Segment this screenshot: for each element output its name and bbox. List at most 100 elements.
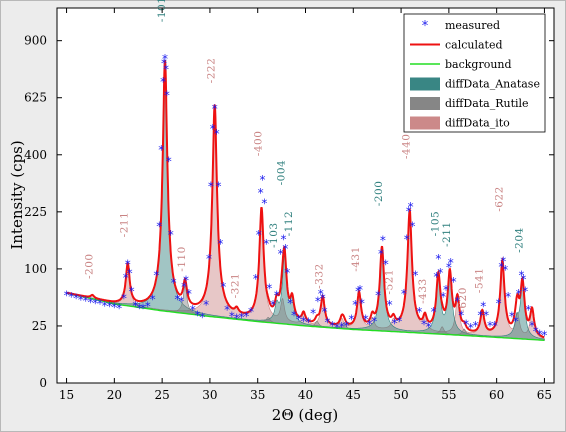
measured-point: * <box>296 313 302 327</box>
legend-swatch <box>410 77 440 91</box>
x-tick-label: 50 <box>393 388 408 402</box>
measured-point: * <box>239 311 245 325</box>
measured-point: * <box>380 234 386 248</box>
legend-entry-label: measured <box>445 19 500 32</box>
measured-point: * <box>541 329 547 343</box>
measured-point: * <box>282 242 288 256</box>
measured-point: * <box>171 276 177 290</box>
measured-point: * <box>396 315 402 329</box>
x-tick-label: 65 <box>537 388 552 402</box>
measured-point: * <box>509 310 515 324</box>
y-tick-label: 100 <box>24 262 47 276</box>
legend-box <box>403 13 546 133</box>
measured-point: * <box>529 319 535 333</box>
measured-point: * <box>291 309 297 323</box>
peak-label-anatase: -103 <box>268 222 280 248</box>
measured-point: * <box>178 295 184 309</box>
measured-point: * <box>97 297 103 311</box>
measured-point: * <box>492 319 498 333</box>
measured-point: * <box>537 327 543 341</box>
y-tick-label: 225 <box>24 205 47 219</box>
measured-point: * <box>513 315 519 329</box>
legend-swatch <box>410 97 440 110</box>
measured-point: * <box>440 290 446 304</box>
measured-point: * <box>401 287 407 301</box>
measured-point: * <box>129 284 135 298</box>
measured-point: * <box>183 274 189 288</box>
measured-point: * <box>363 313 369 327</box>
measured-point: * <box>329 319 335 333</box>
y-tick-label: 900 <box>24 34 47 48</box>
measured-point: * <box>83 294 89 308</box>
measured-point: * <box>357 283 363 297</box>
measured-point: * <box>203 298 209 312</box>
measured-point: * <box>408 200 414 214</box>
measured-point: * <box>256 228 262 242</box>
measured-point: * <box>287 296 293 310</box>
measured-point: * <box>446 261 452 275</box>
measured-point: * <box>186 287 192 301</box>
measured-point: * <box>433 270 439 284</box>
measured-point: * <box>310 307 316 321</box>
calculated-line <box>66 59 545 339</box>
peak-label-anatase: -200 <box>373 181 385 207</box>
x-tick-label: 25 <box>154 388 169 402</box>
calculated-curve-layer <box>66 59 545 339</box>
measured-point: * <box>301 315 307 329</box>
measured-point: * <box>496 296 502 310</box>
legend-entry-label: diffData_Rutile <box>445 97 529 110</box>
legend-swatch <box>410 116 440 130</box>
measured-point: * <box>483 309 489 323</box>
measured-point: * <box>348 313 354 327</box>
legend-entry-label: diffData_Anatase <box>445 78 540 91</box>
measured-point: * <box>195 309 201 323</box>
measured-point: * <box>68 290 74 304</box>
background-curve-layer <box>66 292 545 341</box>
measured-point: * <box>502 263 508 277</box>
measured-point: * <box>274 289 280 303</box>
measured-point: * <box>355 284 361 298</box>
measured-point: * <box>174 292 180 306</box>
measured-point: * <box>199 311 205 325</box>
measured-point: * <box>158 143 164 157</box>
measured-point: * <box>258 186 264 200</box>
measured-point: * <box>140 301 146 315</box>
legend-entry-label: calculated <box>445 39 503 52</box>
measured-point: * <box>217 237 223 251</box>
axes: 15 20 25 30 35 40 45 50 55 60 65 0 25 100 225 400 625 900 <box>24 8 554 402</box>
measured-point: * <box>520 272 526 286</box>
measured-point: * <box>412 269 418 283</box>
measured-point: * <box>127 266 133 280</box>
measured-point: * <box>161 56 167 70</box>
measured-point: * <box>455 295 461 309</box>
measured-point: * <box>214 127 220 141</box>
x-tick-label: 20 <box>107 388 122 402</box>
x-axis-title: 2Θ (deg) <box>272 406 338 424</box>
peak-label-anatase: -004 <box>276 160 288 186</box>
peak-label-anatase: -112 <box>283 211 295 237</box>
x-tick-label: 30 <box>202 388 217 402</box>
measured-point: * <box>325 316 331 330</box>
measured-point: * <box>263 237 269 251</box>
measured-point: * <box>352 298 358 312</box>
measured-point: * <box>334 321 340 335</box>
measured-point: * <box>525 303 531 317</box>
measured-point: * <box>437 266 443 280</box>
measured-point: * <box>426 320 432 334</box>
measured-point: * <box>73 292 79 306</box>
measured-point: * <box>359 296 365 310</box>
peak-label-ito: -521 <box>384 269 396 295</box>
measured-point: * <box>371 315 377 329</box>
measured-point: * <box>404 233 410 247</box>
legend-marker-measured: * <box>422 19 429 34</box>
measured-point: * <box>522 284 528 298</box>
measured-point: * <box>487 319 493 333</box>
peak-label-anatase: -211 <box>441 221 453 247</box>
legend: * measured calculated background diffData_An… <box>403 13 546 133</box>
x-tick-label: 60 <box>489 388 504 402</box>
measured-point: * <box>181 280 187 294</box>
measured-point: * <box>164 88 170 102</box>
measured-point: * <box>406 205 412 219</box>
peak-label-ito: -433 <box>417 278 429 304</box>
measured-point: * <box>431 305 437 319</box>
